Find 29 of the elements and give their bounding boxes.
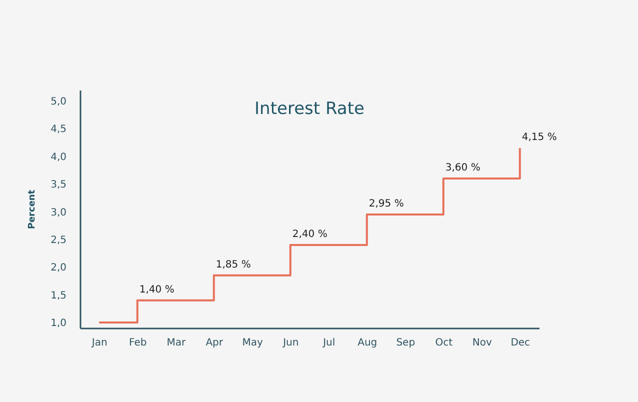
y-tick-label: 1,0 bbox=[50, 318, 66, 329]
data-label: 2,95 % bbox=[368, 198, 404, 210]
y-tick-label: 4,0 bbox=[50, 152, 66, 163]
x-tick-label: Jul bbox=[322, 338, 336, 348]
data-label: 4,15 % bbox=[522, 132, 557, 144]
data-label: 1,40 % bbox=[139, 284, 174, 296]
y-tick-label: 1,5 bbox=[50, 290, 66, 302]
x-tick-label: Aug bbox=[358, 338, 378, 348]
x-tick-label: Jan bbox=[90, 338, 108, 348]
y-tick-label: 3,5 bbox=[50, 180, 66, 191]
x-tick-label: Mar bbox=[166, 338, 186, 348]
y-tick-label: 5,0 bbox=[50, 96, 66, 108]
y-tick-label: 2,0 bbox=[50, 262, 66, 274]
data-label: 3,60 % bbox=[445, 162, 480, 174]
y-axis-title: Percent bbox=[28, 189, 38, 230]
x-tick-label: Nov bbox=[472, 338, 492, 348]
data-label: 2,40 % bbox=[292, 228, 328, 240]
data-label: 1,85 % bbox=[216, 259, 251, 270]
x-tick-label: Apr bbox=[206, 338, 224, 348]
y-tick-label: 3,0 bbox=[50, 207, 66, 218]
x-tick-label: Jun bbox=[282, 338, 299, 348]
x-tick-label: Feb bbox=[129, 338, 147, 348]
y-tick-label: 2,5 bbox=[50, 234, 66, 246]
x-tick-label: Sep bbox=[396, 338, 416, 348]
x-tick-label: Dec bbox=[510, 338, 530, 348]
x-tick-label: Oct bbox=[435, 338, 453, 348]
text: Interest Rate bbox=[254, 99, 364, 119]
y-tick-label: 4,5 bbox=[50, 124, 66, 136]
x-tick-label: May bbox=[242, 338, 264, 348]
